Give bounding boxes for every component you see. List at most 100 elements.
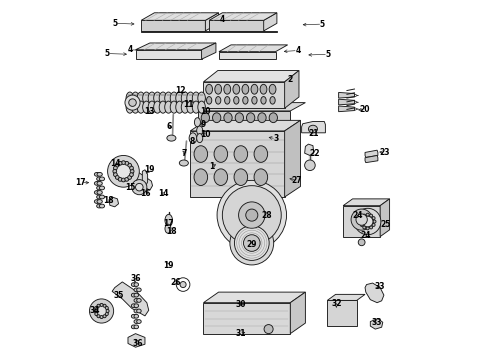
Ellipse shape xyxy=(95,190,99,194)
Text: 29: 29 xyxy=(246,240,257,249)
Ellipse shape xyxy=(143,92,150,104)
Text: 3: 3 xyxy=(273,134,279,143)
Polygon shape xyxy=(136,43,216,50)
Ellipse shape xyxy=(217,180,287,250)
Text: 30: 30 xyxy=(236,300,246,309)
Ellipse shape xyxy=(137,309,141,313)
Ellipse shape xyxy=(131,325,136,329)
Text: 24: 24 xyxy=(352,211,363,220)
Ellipse shape xyxy=(103,315,106,318)
Ellipse shape xyxy=(159,101,167,113)
Ellipse shape xyxy=(234,146,247,162)
Polygon shape xyxy=(380,199,390,237)
Text: 16: 16 xyxy=(141,189,151,198)
Text: 5: 5 xyxy=(320,19,325,28)
Ellipse shape xyxy=(230,221,274,265)
Text: 28: 28 xyxy=(262,211,272,220)
Polygon shape xyxy=(141,20,205,31)
Ellipse shape xyxy=(360,217,363,220)
Ellipse shape xyxy=(269,113,277,123)
Text: 17: 17 xyxy=(164,219,174,228)
Ellipse shape xyxy=(137,320,141,323)
Text: 12: 12 xyxy=(175,86,186,95)
Polygon shape xyxy=(128,334,145,347)
Text: 2: 2 xyxy=(287,76,292,85)
Polygon shape xyxy=(190,120,300,131)
Ellipse shape xyxy=(154,92,161,104)
Ellipse shape xyxy=(213,113,221,123)
Ellipse shape xyxy=(137,101,145,113)
Ellipse shape xyxy=(108,156,139,187)
Ellipse shape xyxy=(126,92,134,104)
Ellipse shape xyxy=(363,214,366,217)
Ellipse shape xyxy=(95,200,99,203)
Ellipse shape xyxy=(351,209,372,230)
Ellipse shape xyxy=(224,96,230,104)
Ellipse shape xyxy=(358,239,365,246)
Ellipse shape xyxy=(195,118,200,127)
Ellipse shape xyxy=(216,96,221,104)
Ellipse shape xyxy=(165,92,172,104)
Ellipse shape xyxy=(131,314,136,318)
Ellipse shape xyxy=(128,163,131,167)
Ellipse shape xyxy=(360,224,363,226)
Ellipse shape xyxy=(97,190,102,194)
Text: 23: 23 xyxy=(379,148,390,157)
Ellipse shape xyxy=(90,299,114,323)
Ellipse shape xyxy=(165,214,172,226)
Text: 14: 14 xyxy=(159,189,169,198)
Polygon shape xyxy=(290,292,305,334)
Ellipse shape xyxy=(235,113,244,123)
Text: 8: 8 xyxy=(190,136,195,145)
Ellipse shape xyxy=(114,173,117,176)
Ellipse shape xyxy=(363,226,366,229)
Ellipse shape xyxy=(122,178,125,182)
Polygon shape xyxy=(112,282,149,316)
Ellipse shape xyxy=(233,84,240,94)
Ellipse shape xyxy=(134,325,139,329)
Polygon shape xyxy=(205,13,219,31)
Ellipse shape xyxy=(243,96,248,104)
Text: 20: 20 xyxy=(360,105,370,114)
Polygon shape xyxy=(141,13,219,20)
Ellipse shape xyxy=(354,208,381,235)
Ellipse shape xyxy=(239,202,265,228)
Ellipse shape xyxy=(125,95,140,110)
Ellipse shape xyxy=(97,186,102,190)
Polygon shape xyxy=(142,170,147,188)
Ellipse shape xyxy=(97,200,102,203)
Ellipse shape xyxy=(180,282,186,288)
Polygon shape xyxy=(285,120,300,197)
Ellipse shape xyxy=(214,146,228,162)
Ellipse shape xyxy=(196,134,203,143)
Text: 19: 19 xyxy=(145,165,155,174)
Polygon shape xyxy=(209,13,277,20)
Text: 35: 35 xyxy=(113,291,124,300)
Ellipse shape xyxy=(373,220,376,223)
Ellipse shape xyxy=(270,96,275,104)
Text: 4: 4 xyxy=(127,45,132,54)
Ellipse shape xyxy=(125,161,129,165)
Ellipse shape xyxy=(261,96,266,104)
Ellipse shape xyxy=(254,169,268,185)
Ellipse shape xyxy=(187,92,195,104)
Ellipse shape xyxy=(366,227,369,230)
Polygon shape xyxy=(203,292,305,303)
Ellipse shape xyxy=(95,306,98,310)
Ellipse shape xyxy=(126,101,134,113)
Text: 5: 5 xyxy=(325,50,331,59)
Ellipse shape xyxy=(130,170,134,173)
Ellipse shape xyxy=(114,162,133,181)
Ellipse shape xyxy=(258,113,266,123)
Text: 11: 11 xyxy=(183,100,194,109)
Ellipse shape xyxy=(176,101,183,113)
Text: 36: 36 xyxy=(130,274,141,283)
Ellipse shape xyxy=(125,177,129,181)
Ellipse shape xyxy=(194,146,208,162)
Ellipse shape xyxy=(132,92,139,104)
Text: 4: 4 xyxy=(295,46,300,55)
Polygon shape xyxy=(285,71,299,108)
Ellipse shape xyxy=(99,177,104,181)
Ellipse shape xyxy=(137,288,141,292)
Ellipse shape xyxy=(134,283,139,287)
